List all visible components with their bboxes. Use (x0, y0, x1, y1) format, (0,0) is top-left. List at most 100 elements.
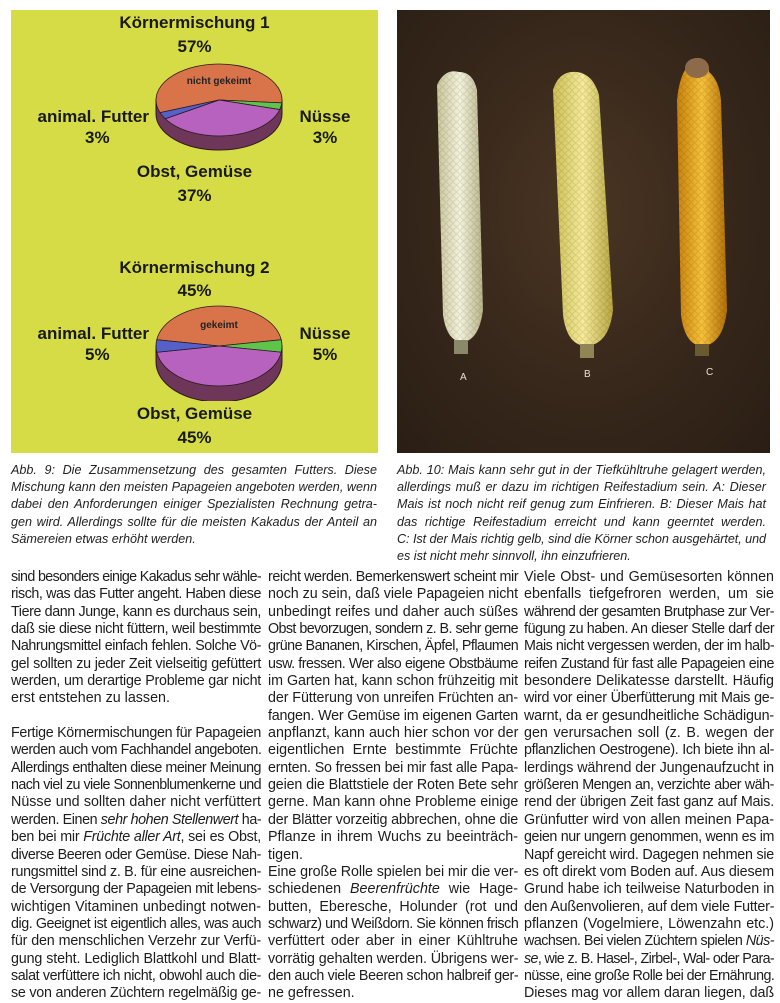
pie-slice-animal-futter (159, 99, 220, 120)
text-line: eigentlichen Ernte bestimmte Früchte (268, 742, 518, 759)
text-line: Tiere dann Junge, kann es durchaus sein, (11, 603, 261, 620)
text-line: fügung zu haben. An dieser Stelle darf d… (524, 621, 775, 638)
text-line: schwarz) und Weißdorn. Sie können frisch (268, 915, 519, 932)
caption-line: Mischung kann den meisten Papageien ange… (11, 480, 377, 495)
paragraph: reicht werden. Bemerkenswert scheint mir… (268, 569, 519, 864)
caption-line: Mais ist noch nicht reif genug zum Einfr… (397, 497, 766, 512)
chart1-label-futter: animal. Futter (37, 107, 149, 126)
text-line: für den menschlichen Verzehr zur Verfü- (11, 933, 261, 950)
text-line: sind besonders einige Kakadus sehr wähle… (11, 569, 262, 585)
figure-10-corn-photo: A B C (397, 10, 770, 453)
text-line: rungsmittel sind z. B. für eine ausreich… (11, 863, 262, 880)
text-line: daß sie diese nicht füttern, weil bestim… (11, 621, 261, 638)
text-line: grüne Bananen, Kirschen, Äpfel, Pflaumen (268, 638, 519, 655)
text-line: rend der übrigen Zeit fast ganz auf Mais… (524, 794, 774, 811)
chart2-title: Körnermischung 2 (119, 258, 270, 277)
text-line: größeren Mengen an, verzichte aber wäh- (524, 777, 774, 794)
text-run: , wie z. B. Hasel-, Zirbel-, Wal- oder P… (537, 950, 775, 967)
text-line: werden, um derartige Probleme gar nicht (11, 673, 261, 690)
text-line: Eine große Rolle spielen bei mir die ver… (268, 863, 519, 880)
text-line: Mais nicht vergessen werden, der im halb… (524, 638, 775, 655)
chart2-label-futter: animal. Futter (37, 324, 149, 343)
figure-9-caption: Abb. 9: Die Zusammensetzung des gesamten… (11, 462, 377, 548)
chart2-label-obst: Obst, Gemüse (136, 404, 253, 423)
chart1-pct-futter: 3% (85, 128, 110, 147)
text-run: wie Hage- (439, 881, 518, 898)
text-line: pflanzen (Vogelmiere, Löwenzahn etc.) (524, 915, 774, 932)
italic-emphasis: se (524, 950, 538, 967)
text-run: schiedenen (268, 881, 351, 898)
paragraph: sind besonders einige Kakadus sehr wähle… (11, 569, 262, 708)
caption-line: gen wird. Allerdings sollte für die meis… (11, 514, 377, 529)
text-line: der Blätter vorzeitig abbrechen, ohne di… (268, 811, 518, 828)
text-line: verfüttert oder aber in einer Kühltruhe (268, 933, 518, 950)
text-line: ne gefressen. (268, 985, 355, 1002)
text-line: reicht werden. Bemerkenswert scheint mir (268, 569, 519, 585)
text-line: ben bei mir Früchte aller Art, sei es Ob… (11, 829, 261, 846)
text-line: Dieses mag vor allem daran liegen, daß (524, 985, 774, 1002)
text-line: Viele Obst- und Gemüsesorten können (524, 569, 774, 585)
caption-line: Abb. 10: Mais kann sehr gut in der Tiefk… (397, 463, 766, 477)
caption-line: Abb. 9: Die Zusammensetzung des gesamten… (11, 463, 377, 477)
text-run: wachsen. Bei vielen Züchtern spielen (524, 933, 746, 950)
pie-chart-1: nicht gekeimt (155, 63, 283, 151)
text-line: werden. Einen sehr hohen Stellenwert ha- (11, 811, 262, 829)
text-line: gel sollten zu jeder Zeit vielseitig gef… (11, 655, 261, 672)
text-line: es oft direkt vom Boden auf. Aus diesem (524, 863, 775, 880)
text-line: de Versorgung der Papageien mit lebens- (11, 881, 262, 898)
chart1-label-nuesse: Nüsse (299, 107, 351, 126)
paragraph: Fertige Körnermischungen für Papageien we… (11, 725, 262, 1003)
text-line: lerdings während der Jungenaufzucht in (524, 759, 774, 776)
chart2-main-value: 45% (177, 281, 212, 300)
corn-cobs-image (437, 58, 727, 358)
pie-inner-label: nicht gekeimt (187, 76, 252, 87)
text-line: diverse Beeren oder Gemüse. Diese Nah- (11, 846, 261, 863)
text-line: Grünfutter wird von allen meinen Papa- (524, 811, 774, 828)
text-line: usw. fressen. Wer also eigene Obstbäume (268, 655, 519, 672)
chart1-pct-obst: 37% (177, 186, 212, 205)
pie-inner-label: gekeimt (200, 320, 238, 331)
chart2-pct-obst: 45% (177, 428, 212, 447)
text-line: erst entstehen zu lassen. (11, 690, 170, 707)
cob-label-a: A (460, 372, 467, 383)
chart1-title: Körnermischung 1 (119, 13, 270, 32)
text-line: butten, Eberesche, Holunder (rot und (268, 898, 518, 915)
text-run: werden. Einen (11, 811, 101, 828)
text-line: reifen Zustand für fast alle Papageien e… (524, 655, 774, 672)
text-line: fangen. Wer Gemüse im eigenen Garten (268, 707, 519, 724)
text-run: ha- (238, 811, 262, 828)
text-line: Grund habe ich teilweise Naturboden in (524, 881, 775, 898)
text-line: Fertige Körnermischungen für Papageien (11, 725, 262, 742)
paragraph: Eine große Rolle spielen bei mir die ver… (268, 863, 519, 1003)
text-line: gen verursachen soll (z. B. wegen der (524, 725, 774, 742)
pie-slice-gekeimt (156, 305, 282, 347)
caption-line: C: Ist der Mais richtig gelb, sind die K… (397, 531, 767, 546)
text-line: noch zu sein, daß viele Papageien nicht (268, 586, 518, 603)
italic-emphasis: Beerenfrüchte (350, 881, 440, 898)
text-line: gerne. Man kann ohne Probleme einige (268, 794, 519, 811)
text-line: schiedenen Beerenfrüchte wie Hage- (268, 881, 518, 898)
pie-slice-animal-futter (155, 339, 220, 353)
pie-slice-nicht-gekeimt (155, 63, 283, 114)
caption-line: allerdings muß er dazu im richtigen Reif… (397, 480, 766, 495)
figure-10-caption: Abb. 10: Mais kann sehr gut in der Tiefk… (397, 462, 766, 565)
text-line: warnt, da er gesundheitliche Schädigun- (524, 707, 774, 724)
text-line: wachsen. Bei vielen Züchtern spielen Nüs… (524, 933, 775, 950)
caption-line: es ist nicht mehr sinnvoll, ihn einzufri… (397, 549, 631, 564)
corn-cob-b (553, 71, 613, 358)
text-column-1: sind besonders einige Kakadus sehr wähle… (11, 569, 262, 1003)
text-run: ben bei mir (11, 829, 84, 846)
text-line: Napf gereicht wird. Dagegen nehmen sie (524, 846, 774, 863)
corn-cob-a (437, 71, 483, 354)
chart1-label-obst: Obst, Gemüse (136, 162, 253, 181)
text-line: pflanzlichen Oestrogene). Ich biete ihn … (524, 742, 774, 759)
text-line: vorrätig gehalten werden. Übrigens wer- (268, 950, 519, 967)
text-line: se, wie z. B. Hasel-, Zirbel-, Wal- oder… (524, 950, 775, 968)
text-line: Pflanze in ihrem Wuchs zu beeinträch- (268, 829, 518, 846)
text-column-3: Viele Obst- und Gemüsesorten können ebenf… (524, 569, 775, 1003)
italic-emphasis: Früchte aller Art (83, 829, 181, 846)
figure-9-pie-charts: Körnermischung 1 57% nicht gekeimt anima… (11, 10, 378, 453)
text-line: ernten. So fressen bei mir fast alle Pap… (268, 759, 518, 776)
text-line: der Fütterung von unreifen Früchten an- (268, 690, 518, 707)
paragraph: Viele Obst- und Gemüsesorten können ebenf… (524, 569, 775, 1003)
